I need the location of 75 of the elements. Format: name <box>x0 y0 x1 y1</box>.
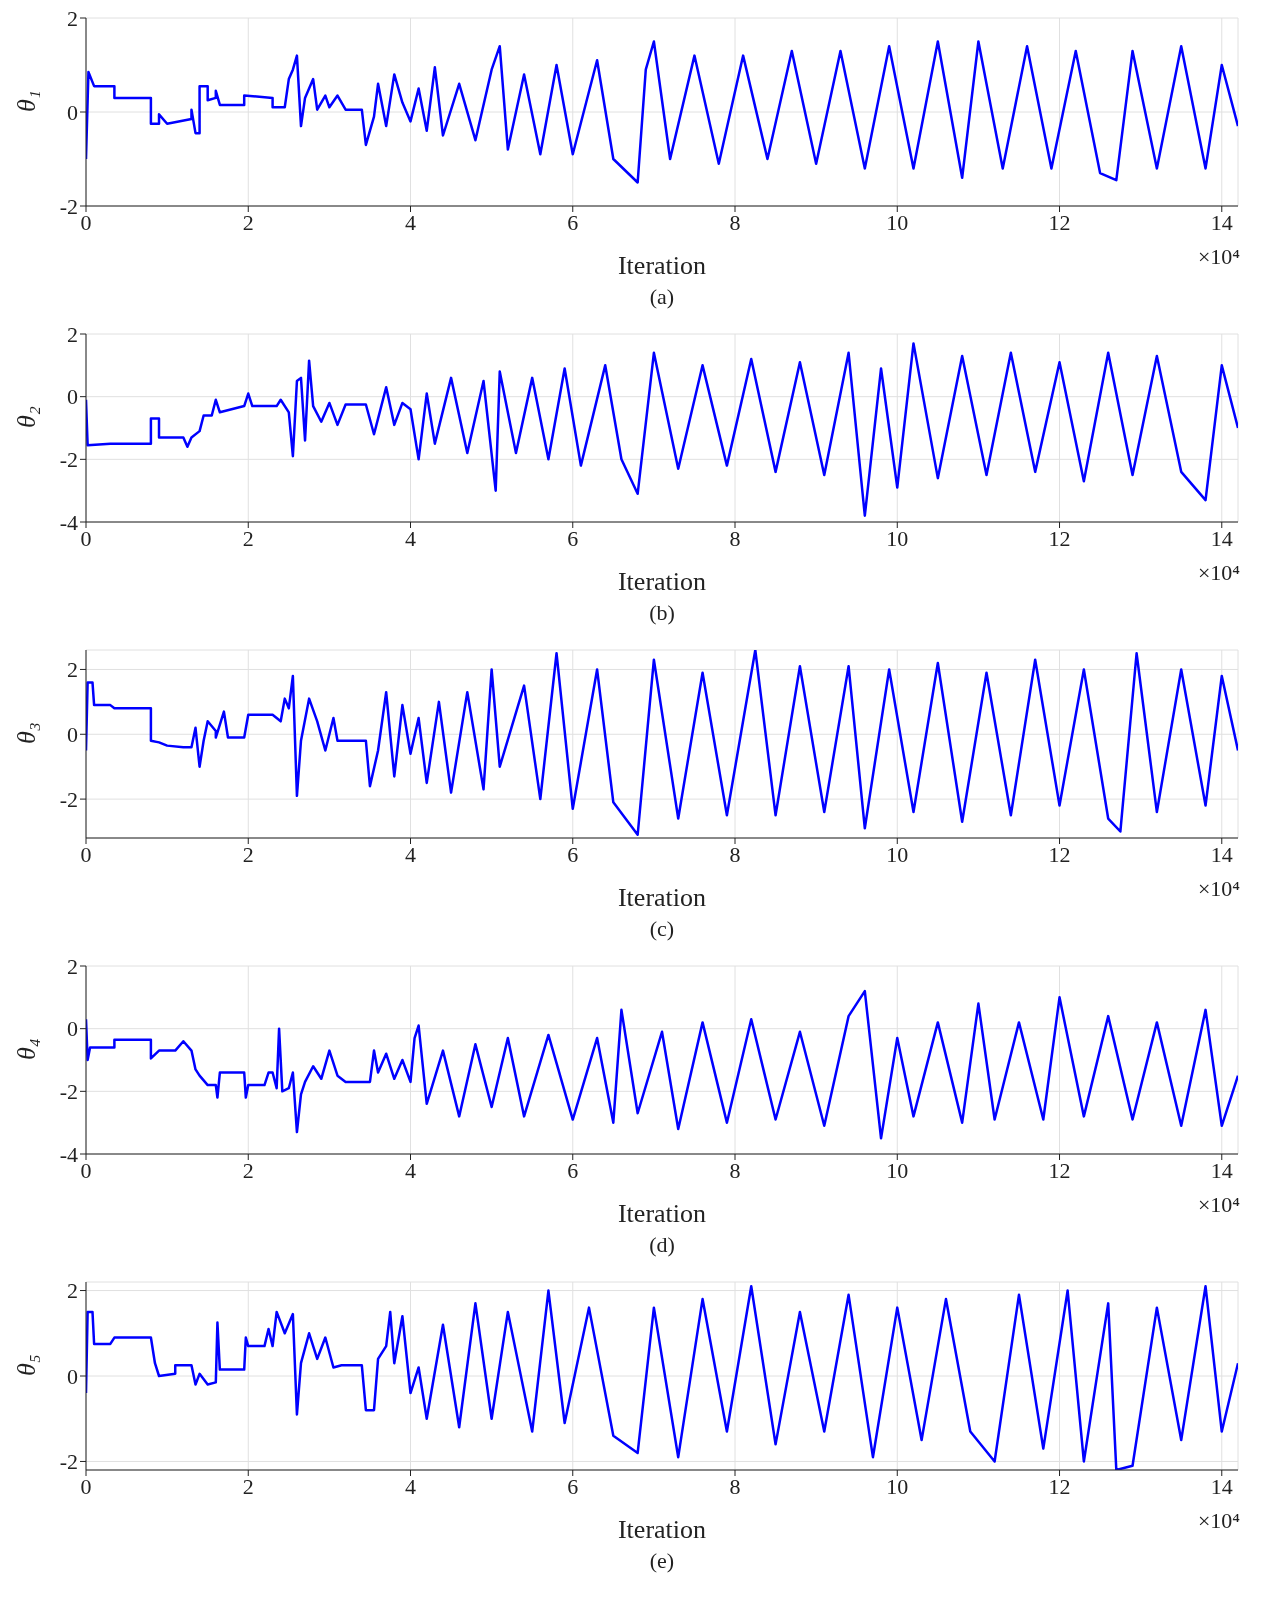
x-tick-label: 10 <box>886 1473 909 1499</box>
x-tick-label: 2 <box>242 525 254 551</box>
x-tick-label: 4 <box>405 1157 417 1183</box>
y-axis-title: θ₁ <box>12 90 42 112</box>
x-tick-label: 10 <box>886 209 909 235</box>
x-tick-label: 12 <box>1048 525 1071 551</box>
x-tick-label: 4 <box>405 525 417 551</box>
x-tick-label: 2 <box>242 841 254 867</box>
text: (e) <box>648 1548 676 1574</box>
x-tick-label: 12 <box>1048 1157 1071 1183</box>
x-tick-label: 2 <box>242 1157 254 1183</box>
x-tick-label: 6 <box>567 841 579 867</box>
text: (c) <box>648 916 676 942</box>
y-tick-label: 0 <box>67 1016 78 1042</box>
x-tick-label: 12 <box>1048 841 1071 867</box>
x-tick-label: 8 <box>729 1157 741 1183</box>
text: ×10⁴ <box>1197 876 1240 902</box>
y-tick-label: 0 <box>67 1363 78 1389</box>
x-tick-label: 6 <box>567 209 579 235</box>
x-tick-label: 8 <box>729 525 741 551</box>
y-tick-label: 2 <box>67 5 78 31</box>
x-tick-label: 2 <box>242 209 254 235</box>
x-tick-label: 14 <box>1210 209 1233 235</box>
x-tick-label: 12 <box>1048 1473 1071 1499</box>
text: ×10⁴ <box>1197 1508 1240 1534</box>
y-tick-label: -2 <box>59 1449 78 1475</box>
y-tick-label: 2 <box>67 1278 78 1304</box>
x-tick-label: 4 <box>405 841 417 867</box>
x-tick-label: 14 <box>1210 841 1233 867</box>
y-tick-label: 2 <box>67 953 78 979</box>
x-tick-label: 14 <box>1210 525 1233 551</box>
x-tick-label: 6 <box>567 1157 579 1183</box>
x-tick-label: 14 <box>1210 1157 1233 1183</box>
y-tick-label: 0 <box>67 99 78 125</box>
x-tick-label: 4 <box>405 1473 417 1499</box>
x-tick-label: 8 <box>729 1473 741 1499</box>
text: (a) <box>648 284 676 310</box>
y-tick-label: -4 <box>59 509 78 535</box>
x-tick-label: 10 <box>886 841 909 867</box>
text: ×10⁴ <box>1197 1192 1240 1218</box>
y-axis-title: θ₃ <box>12 722 42 744</box>
y-tick-label: 2 <box>67 657 78 683</box>
x-tick-label: 2 <box>242 1473 254 1499</box>
y-tick-label: -2 <box>59 193 78 219</box>
y-tick-label: 2 <box>67 321 78 347</box>
x-axis-title: Iteration <box>617 1515 707 1544</box>
x-tick-label: 14 <box>1210 1473 1233 1499</box>
y-tick-label: -2 <box>59 1079 78 1105</box>
x-axis-title: Iteration <box>617 1199 707 1228</box>
text: ×10⁴ <box>1197 560 1240 586</box>
x-tick-label: 4 <box>405 209 417 235</box>
line-series <box>86 342 1238 517</box>
text: (b) <box>648 600 676 626</box>
text: (d) <box>648 1232 676 1258</box>
x-tick-label: 8 <box>729 841 741 867</box>
y-tick-label: 0 <box>67 722 78 748</box>
y-tick-label: -4 <box>59 1141 78 1167</box>
y-axis-title: θ₄ <box>12 1038 42 1060</box>
x-tick-label: 8 <box>729 209 741 235</box>
x-tick-label: 10 <box>886 525 909 551</box>
x-tick-label: 6 <box>567 1473 579 1499</box>
x-tick-label: 12 <box>1048 209 1071 235</box>
line-series <box>86 989 1238 1140</box>
line-series <box>86 40 1238 184</box>
x-tick-label: 6 <box>567 525 579 551</box>
x-axis-title: Iteration <box>617 567 707 596</box>
y-tick-label: -2 <box>59 447 78 473</box>
y-tick-label: 0 <box>67 384 78 410</box>
y-axis-title: θ₂ <box>12 406 42 428</box>
x-axis-title: Iteration <box>617 883 707 912</box>
y-tick-label: -2 <box>59 786 78 812</box>
text: ×10⁴ <box>1197 244 1240 270</box>
x-tick-label: 10 <box>886 1157 909 1183</box>
y-axis-title: θ₅ <box>12 1354 42 1376</box>
x-axis-title: Iteration <box>617 251 707 280</box>
